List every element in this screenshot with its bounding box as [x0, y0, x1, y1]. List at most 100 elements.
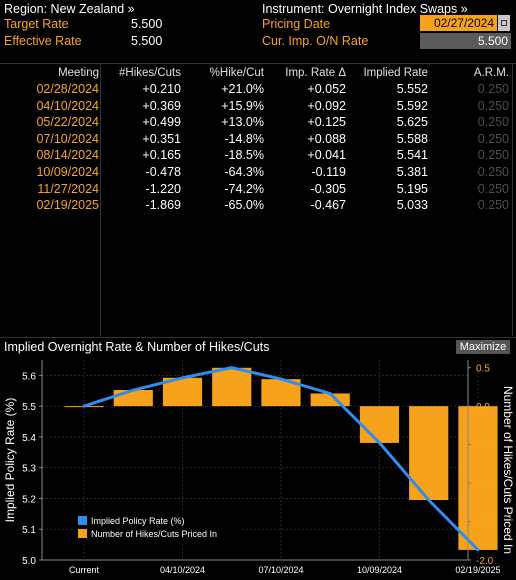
col-imp-rate-delta-cell: +0.092: [307, 98, 346, 115]
meeting-date[interactable]: 07/10/2024: [36, 131, 99, 148]
col-hikes-cuts-cell: +0.499: [142, 114, 181, 131]
col-arm-cell: 0.250: [478, 98, 509, 115]
cur-imp-rate-label: Cur. Imp. O/N Rate: [262, 34, 368, 48]
calendar-icon[interactable]: [498, 15, 510, 31]
implied-rate-chart: 5.05.15.25.35.45.55.6Current 04/10/2024 07…: [0, 354, 516, 580]
col-hikes-cuts-cell: -1.220: [146, 181, 181, 198]
implied-rate-point: [427, 499, 430, 502]
implied-rate-point: [329, 392, 332, 395]
col-pct-hike-cut-cell: -18.5%: [224, 147, 264, 164]
col-pct-hike-cut-cell: -64.3%: [224, 164, 264, 181]
meeting-date[interactable]: 08/14/2024: [36, 147, 99, 164]
col-imp-rate-delta-cell: +0.088: [307, 131, 346, 148]
col-hikes-cuts-header[interactable]: #Hikes/Cuts: [119, 67, 181, 79]
y-tick-label: 5.3: [22, 464, 36, 475]
implied-rate-point: [83, 405, 86, 408]
implied-rate-point: [279, 378, 282, 381]
implied-rate-point: [230, 366, 233, 369]
col-arm-cell: 0.250: [478, 114, 509, 131]
implied-rate-point: [132, 389, 135, 392]
y-axis-label: Implied Policy Rate (%): [3, 398, 17, 523]
col-hikes-cuts-cell: +0.165: [142, 147, 181, 164]
legend-swatch-line: [78, 516, 87, 525]
col-imp-rate-delta-cell: -0.305: [311, 181, 346, 198]
col-pct-hike-cut-cell: -65.0%: [224, 197, 264, 214]
x-tick-label: 07/10/2024: [258, 565, 303, 575]
col-implied-rate-cell: 5.195: [397, 181, 428, 198]
target-rate-value: 5.500: [131, 17, 162, 31]
pricing-date-label: Pricing Date: [262, 17, 330, 31]
col-implied-rate-header[interactable]: Implied Rate: [363, 67, 428, 79]
maximize-button[interactable]: Maximize: [456, 340, 510, 354]
y2-tick-label: -1.0: [476, 479, 494, 490]
implied-rate-point: [476, 548, 479, 551]
col-imp-rate-delta-header[interactable]: Imp. Rate Δ: [285, 67, 346, 79]
col-arm-cell: 0.250: [478, 181, 509, 198]
table-column-divider: [100, 64, 101, 336]
implied-rate-point: [378, 441, 381, 444]
y2-tick-label: 0.5: [476, 364, 490, 375]
y-tick-label: 5.6: [22, 371, 36, 382]
col-pct-hike-cut-cell: -14.8%: [224, 131, 264, 148]
col-implied-rate-cell: 5.033: [397, 197, 428, 214]
chart-title: Implied Overnight Rate & Number of Hikes…: [4, 340, 269, 354]
legend-label-bar: Number of Hikes/Cuts Priced In: [91, 529, 217, 539]
col-pct-hike-cut-cell: +13.0%: [221, 114, 264, 131]
x-tick-label: Current: [69, 565, 100, 575]
col-arm-header[interactable]: A.R.M.: [474, 67, 509, 79]
col-imp-rate-delta-cell: +0.125: [307, 114, 346, 131]
meeting-date[interactable]: 04/10/2024: [36, 98, 99, 115]
meeting-date[interactable]: 02/19/2025: [36, 197, 99, 214]
col-implied-rate-cell: 5.592: [397, 98, 428, 115]
col-meeting-header[interactable]: Meeting: [58, 67, 99, 79]
hikes-cuts-bar: [360, 406, 399, 443]
col-arm-cell: 0.250: [478, 197, 509, 214]
region-selector[interactable]: Region: New Zealand »: [4, 2, 135, 16]
effective-rate-value: 5.500: [131, 34, 162, 48]
instrument-selector[interactable]: Instrument: Overnight Index Swaps »: [262, 2, 468, 16]
x-tick-label: 10/09/2024: [357, 565, 402, 575]
col-arm-cell: 0.250: [478, 147, 509, 164]
col-implied-rate-cell: 5.625: [397, 114, 428, 131]
col-imp-rate-delta-cell: +0.041: [307, 147, 346, 164]
col-arm-cell: 0.250: [478, 131, 509, 148]
col-hikes-cuts-cell: -1.869: [146, 197, 181, 214]
meeting-date[interactable]: 02/28/2024: [36, 81, 99, 98]
pricing-date-input[interactable]: 02/27/2024: [420, 15, 497, 31]
y-tick-label: 5.5: [22, 402, 36, 413]
chart-top-divider: [0, 337, 516, 338]
y2-axis-label: Number of Hikes/Cuts Priced In: [501, 386, 515, 554]
target-rate-label: Target Rate: [4, 17, 69, 31]
legend-swatch-bar: [78, 529, 87, 538]
col-arm-cell: 0.250: [478, 164, 509, 181]
col-imp-rate-delta-cell: -0.467: [311, 197, 346, 214]
y2-tick-label: -0.5: [476, 441, 494, 452]
col-pct-hike-cut-cell: +15.9%: [221, 98, 264, 115]
col-pct-hike-cut-cell: +21.0%: [221, 81, 264, 98]
y-tick-label: 5.2: [22, 494, 36, 505]
col-hikes-cuts-cell: +0.369: [142, 98, 181, 115]
col-pct-hike-cut-cell: -74.2%: [224, 181, 264, 198]
col-pct-hike-cut-header[interactable]: %Hike/Cut: [210, 67, 264, 79]
col-hikes-cuts-cell: +0.351: [142, 131, 181, 148]
col-implied-rate-cell: 5.381: [397, 164, 428, 181]
meeting-date[interactable]: 11/27/2024: [37, 181, 99, 198]
col-implied-rate-cell: 5.541: [397, 147, 428, 164]
col-implied-rate-cell: 5.588: [397, 131, 428, 148]
y2-tick-label: 0.0: [476, 402, 490, 413]
x-tick-label: 04/10/2024: [160, 565, 205, 575]
col-implied-rate-cell: 5.552: [397, 81, 428, 98]
y2-tick-label: -1.5: [476, 518, 494, 529]
legend-label-line: Implied Policy Rate (%): [91, 516, 185, 526]
meeting-date[interactable]: 05/22/2024: [36, 114, 99, 131]
y-tick-label: 5.4: [22, 433, 36, 444]
effective-rate-label: Effective Rate: [4, 34, 82, 48]
hikes-cuts-bar: [114, 390, 153, 406]
col-imp-rate-delta-cell: -0.119: [311, 164, 346, 181]
y-tick-label: 5.1: [22, 525, 36, 536]
implied-rate-point: [181, 376, 184, 379]
meeting-date[interactable]: 10/09/2024: [36, 164, 99, 181]
table-top-divider: [0, 63, 516, 64]
hikes-cuts-bar: [212, 368, 251, 406]
cur-imp-rate-value: 5.500: [420, 33, 511, 49]
